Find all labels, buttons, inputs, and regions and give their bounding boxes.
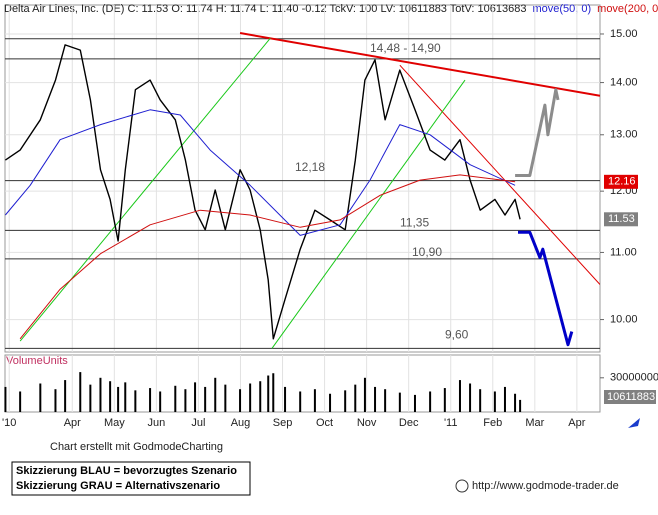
url: http://www.godmode-trader.de — [472, 480, 619, 492]
subtitle: C: 11.53 O: 11.74 H: 11.74 L: 11.40 -0.1… — [128, 3, 527, 15]
x-tick-label: Feb — [483, 417, 502, 429]
trendline — [239, 32, 600, 97]
last-value-label: 10611883 — [607, 391, 655, 403]
level-label: 10,90 — [412, 245, 442, 259]
x-tick-label: Aug — [231, 417, 251, 429]
price-frame — [4, 4, 601, 353]
legend-entry: Skizzierung GRAU = Alternativszenario — [16, 480, 220, 492]
series-line — [515, 88, 560, 177]
x-tick-label: '11 — [444, 417, 458, 429]
level-label: 14,48 - 14,90 — [370, 41, 441, 55]
y-tick-label: 13.00 — [610, 129, 638, 141]
trendline — [271, 79, 466, 349]
volume-title: VolumeUnits — [6, 355, 68, 367]
level-label: 12,18 — [295, 160, 325, 174]
y-tick-label: 30000000 — [610, 372, 658, 384]
y-tick-label: 14.00 — [610, 76, 638, 88]
x-tick-label: '10 — [2, 417, 16, 429]
series-line — [19, 174, 516, 340]
last-value-label: 12.16 — [608, 176, 636, 188]
y-tick-label: 10.00 — [610, 313, 638, 325]
level-label: 11,35 — [400, 216, 429, 230]
y-tick-label: 11.00 — [610, 246, 637, 258]
x-tick-label: Jul — [191, 417, 205, 429]
trendline — [399, 64, 600, 285]
x-tick-label: May — [104, 417, 125, 429]
last-value-label: 11.53 — [608, 213, 635, 225]
scenario-box — [11, 461, 251, 496]
level-label: 9,60 — [445, 327, 469, 341]
series-line — [5, 44, 521, 340]
x-tick-label: Apr — [568, 417, 585, 429]
x-tick-label: Oct — [316, 417, 333, 429]
volume-frame — [4, 354, 601, 413]
chart-title: Delta Air Lines, Inc. (DE) — [4, 3, 124, 15]
plot-area: 14,48 - 14,90 12,18 11,35 10,90 9,60 — [5, 32, 600, 349]
header: Delta Air Lines, Inc. (DE) C: 11.53 O: 1… — [4, 3, 658, 15]
url-icon — [455, 479, 469, 493]
x-tick-label: Jun — [148, 417, 166, 429]
series-line — [5, 109, 516, 236]
legend-entry: move(200, 0) — [597, 3, 658, 15]
last-value-box — [604, 174, 638, 189]
credit: Chart erstellt mit GodmodeCharting — [50, 441, 223, 453]
series-line — [518, 230, 574, 347]
y-tick-label: 15.00 — [610, 28, 638, 40]
legend-entry: Skizzierung BLAU = bevorzugtes Szenario — [16, 465, 237, 477]
last-value-box — [604, 212, 638, 227]
logo-arrow — [628, 418, 640, 428]
legend-entry: move(50, 0) — [532, 3, 591, 15]
x-tick-label: Mar — [525, 417, 544, 429]
last-value-box — [604, 390, 656, 404]
x-tick-label: Dec — [399, 417, 419, 429]
x-tick-label: Sep — [273, 417, 293, 429]
x-tick-label: Apr — [64, 417, 81, 429]
trendline — [19, 37, 271, 342]
x-tick-label: Nov — [357, 417, 377, 429]
